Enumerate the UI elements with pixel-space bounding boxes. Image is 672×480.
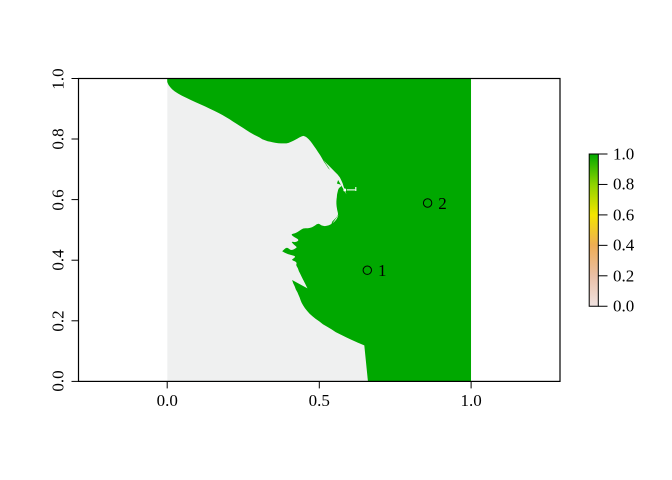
- svg-text:2: 2: [438, 194, 447, 213]
- svg-text:1: 1: [378, 261, 387, 280]
